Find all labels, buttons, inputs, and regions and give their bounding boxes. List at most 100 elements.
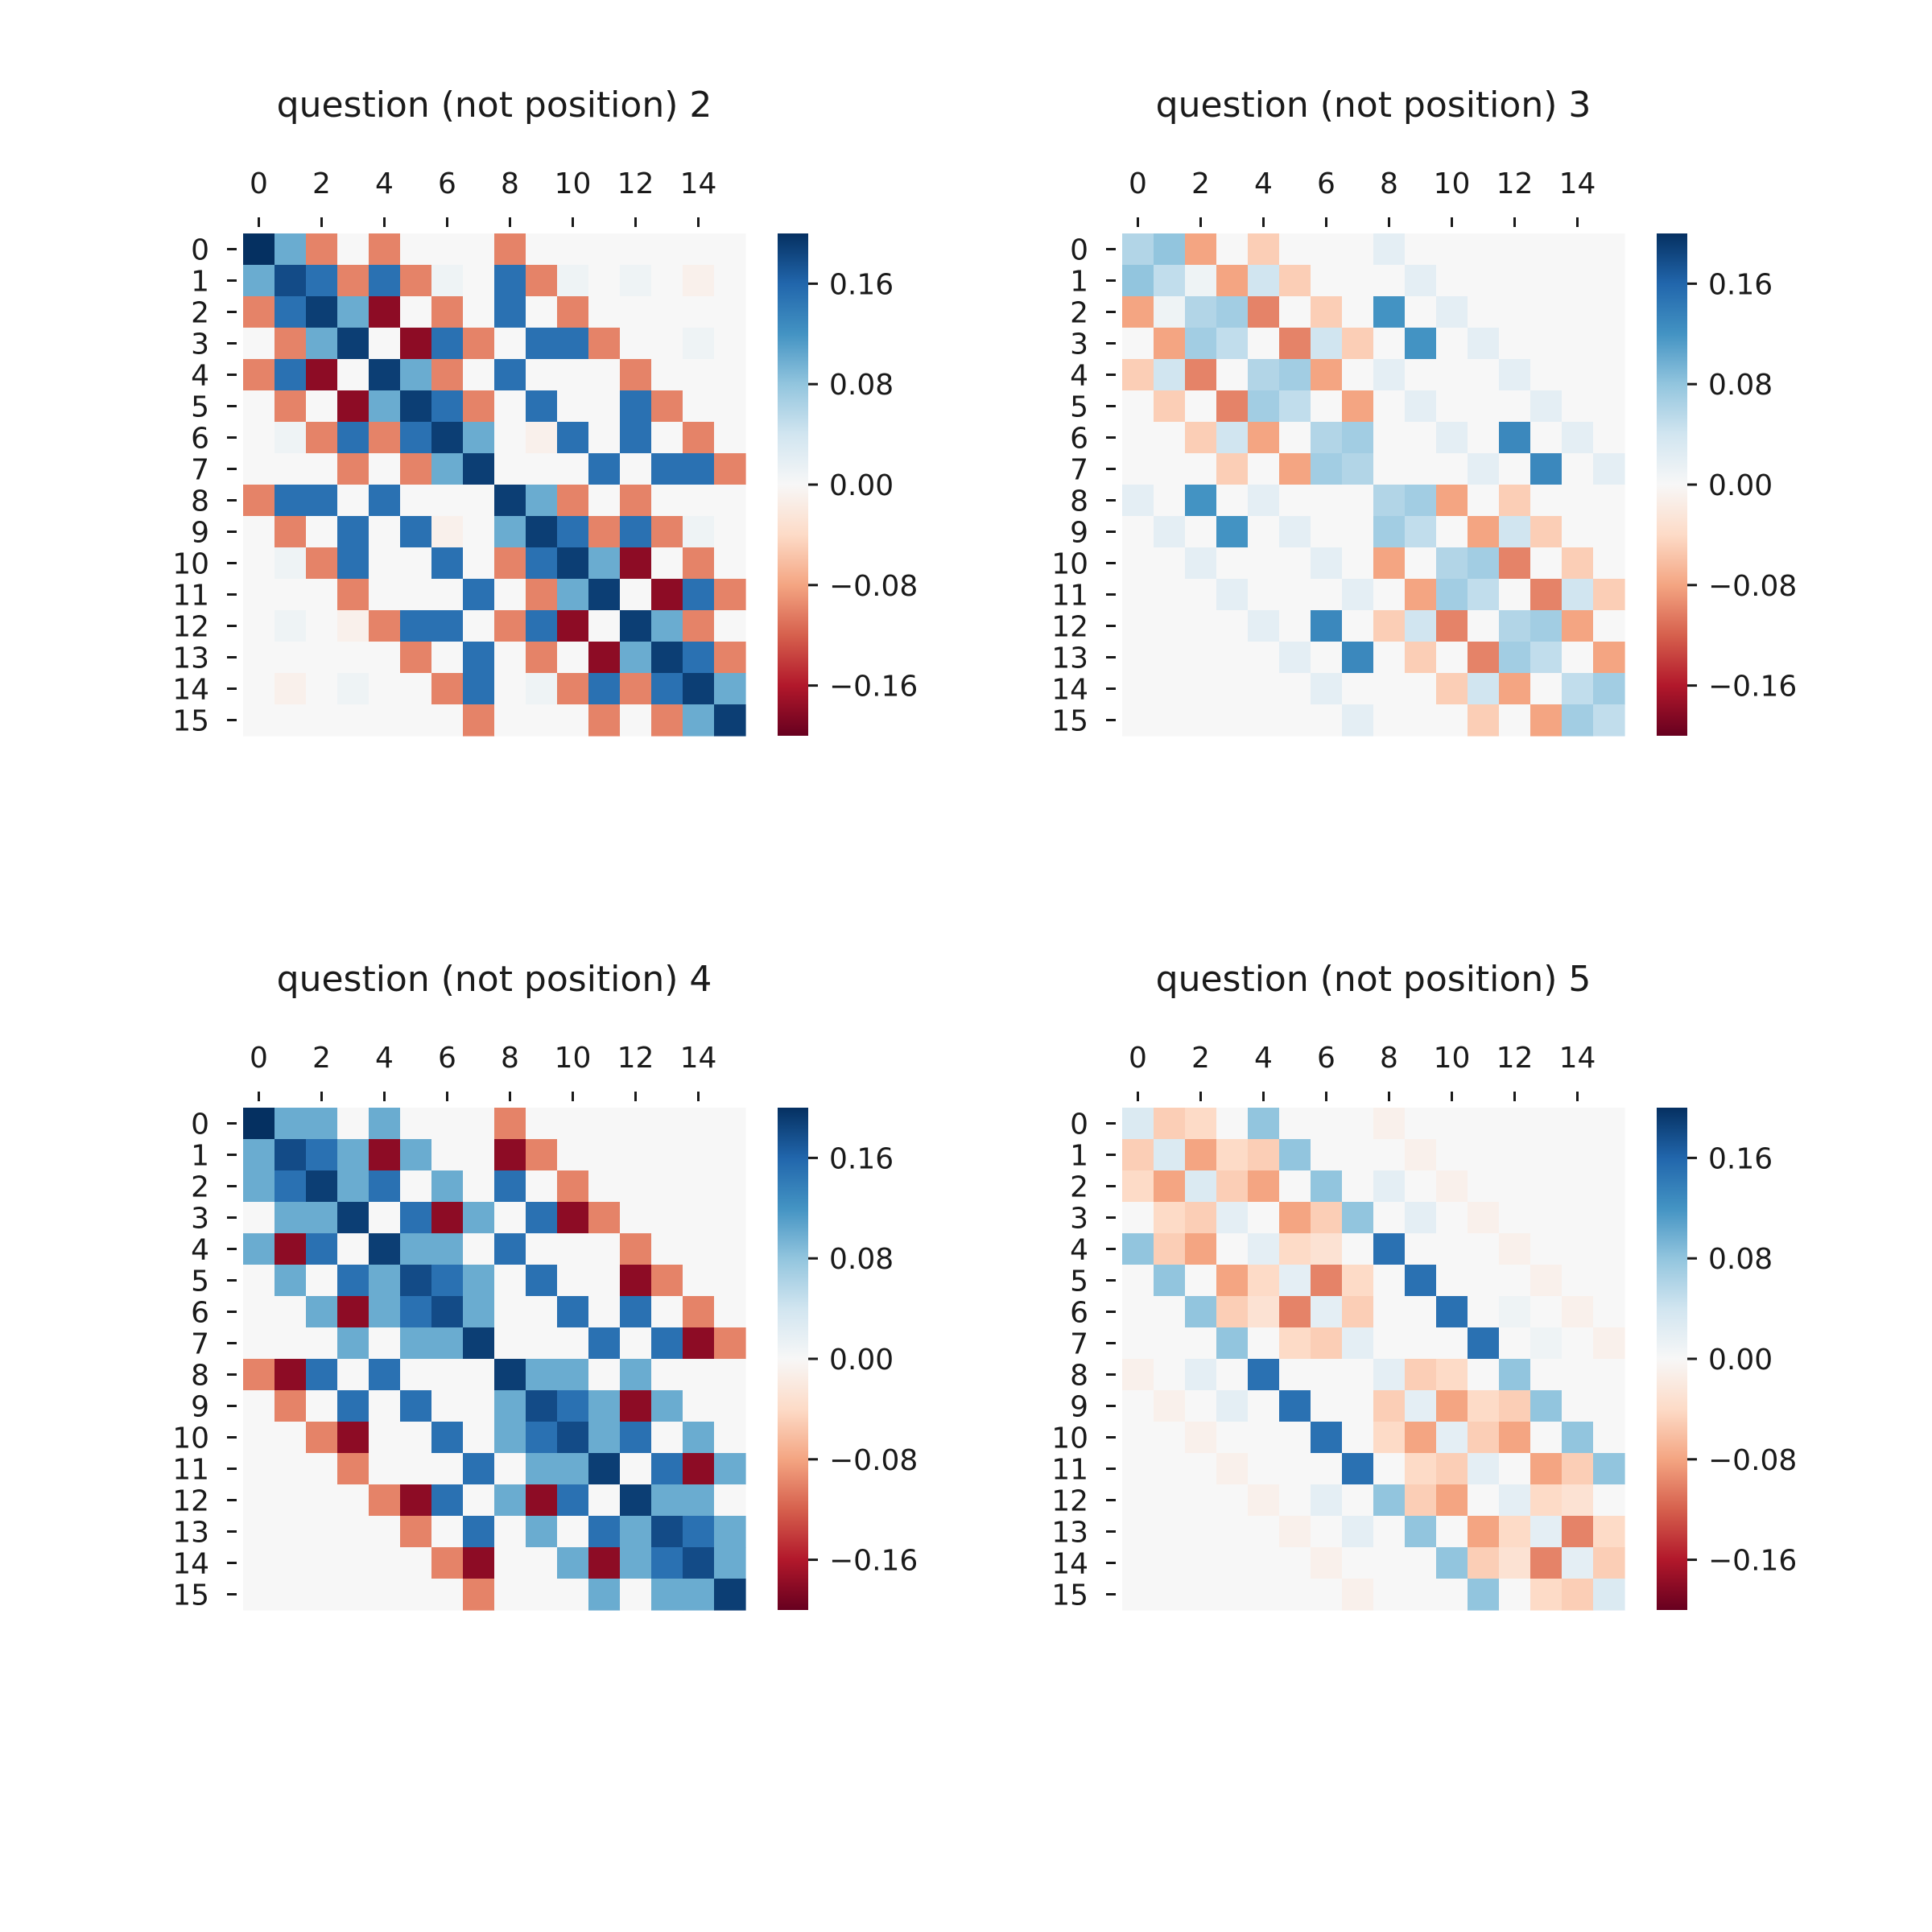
y-tick-label: 7 [191,454,209,487]
x-tick-label: 4 [1254,167,1273,200]
heatmap-cell-r8-c10 [557,1359,589,1391]
y-tick-label: 6 [191,423,209,456]
heatmap-cell-r15-c11 [588,704,621,737]
heatmap-cell-r1-c6 [1311,1139,1343,1171]
heatmap-cell-r8-c3 [1216,1359,1249,1391]
heatmap-cell-r11-c13 [1530,1453,1563,1485]
heatmap-cell-r10-c10 [557,1422,589,1454]
heatmap-cell-r10-c1 [1154,547,1186,580]
heatmap-cell-r8-c12 [620,485,652,517]
heatmap-cell-r15-c14 [1562,1579,1594,1611]
heatmap-cell-r6-c2 [1185,1296,1217,1328]
heatmap-cell-r15-c3 [1216,1579,1249,1611]
heatmap-cell-r2-c9 [1405,296,1437,328]
heatmap-cell-r14-c13 [1530,673,1563,705]
heatmap-cell-r8-c1 [275,485,307,517]
heatmap-cell-r5-c15 [714,390,746,423]
heatmap-cell-r7-c1 [275,1327,307,1360]
heatmap-cell-r11-c12 [1499,579,1531,611]
heatmap-cell-r12-c14 [683,1484,715,1517]
heatmap-cell-r9-c4 [1248,1390,1280,1422]
y-tick-label: 13 [172,1517,209,1550]
heatmap-cell-r10-c13 [651,547,683,580]
heatmap-cell-r8-c12 [1499,485,1531,517]
heatmap-cell-r8-c6 [431,1359,464,1391]
heatmap-cell-r5-c15 [714,1265,746,1297]
heatmap-cell-r8-c15 [1593,485,1625,517]
heatmap-cell-r7-c2 [306,453,338,485]
heatmap-cell-r1-c12 [620,1139,652,1171]
heatmap-cell-r13-c4 [1248,642,1280,674]
heatmap-cell-r1-c9 [526,1139,558,1171]
heatmap-cell-r4-c10 [1436,1233,1468,1265]
heatmap-cell-r15-c1 [275,1579,307,1611]
heatmap-cell-r3-c5 [1279,1202,1311,1234]
heatmap-cell-r9-c2 [1185,1390,1217,1422]
heatmap-cell-r4-c1 [275,1233,307,1265]
heatmap-cell-r1-c7 [463,1139,495,1171]
heatmap-cell-r11-c3 [1216,1453,1249,1485]
heatmap-cell-r2-c12 [1499,1170,1531,1203]
heatmap-cell-r4-c15 [714,1233,746,1265]
heatmap-cell-r10-c14 [1562,1422,1594,1454]
heatmap-cell-r15-c8 [1373,704,1406,737]
y-tick-label: 9 [1070,1391,1088,1424]
heatmap-cell-r8-c1 [1154,1359,1186,1391]
heatmap-cell-r9-c14 [683,1390,715,1422]
y-tick-label: 12 [1051,611,1088,644]
heatmap-cell-r14-c0 [243,673,275,705]
heatmap-cell-r7-c10 [1436,1327,1468,1360]
heatmap-cell-r9-c1 [275,516,307,548]
heatmap-cell-r15-c9 [1405,1579,1437,1611]
heatmap-cell-r2-c9 [526,296,558,328]
heatmap-cell-r12-c12 [1499,610,1531,642]
y-tick-label: 15 [172,1579,209,1612]
heatmap-cell-r9-c7 [1342,1390,1374,1422]
heatmap-cell-r12-c11 [588,610,621,642]
heatmap-cell-r6-c1 [275,1296,307,1328]
heatmap-cell-r6-c12 [1499,422,1531,454]
heatmap-cell-r6-c14 [683,1296,715,1328]
heatmap-cell-r3-c14 [1562,1202,1594,1234]
heatmap-cell-r11-c1 [275,579,307,611]
heatmap-cell-r5-c1 [275,1265,307,1297]
x-axis-ticks: 0 2 4 6 8 10 12 14 [250,1042,716,1101]
heatmap-cell-r14-c13 [651,1547,683,1579]
heatmap-cell-r10-c3 [337,1422,369,1454]
heatmap-cell-r5-c9 [1405,1265,1437,1297]
heatmap-cell-r14-c2 [306,673,338,705]
heatmap-cell-r9-c3 [337,1390,369,1422]
y-tick-label: 5 [1070,1265,1088,1298]
heatmap-cell-r11-c12 [620,1453,652,1485]
colorbar-tick-label: 0.00 [829,1344,894,1377]
x-tick-label: 2 [312,167,331,200]
heatmap-cell-r13-c9 [526,1516,558,1548]
heatmap-cell-r0-c9 [1405,1108,1437,1140]
heatmap-cell-r5-c4 [1248,390,1280,423]
colorbar-tick-label: 0.00 [1708,1344,1773,1377]
heatmap-cell-r4-c0 [1122,359,1154,391]
heatmap-cell-r8-c10 [557,485,589,517]
heatmap-cell-r5-c5 [1279,390,1311,423]
heatmap-cell-r5-c2 [1185,1265,1217,1297]
heatmap-cell-r11-c11 [1468,579,1500,611]
heatmap-cell-r14-c15 [714,673,746,705]
heatmap-cell-r8-c11 [588,485,621,517]
heatmap-cell-r12-c5 [400,1484,432,1517]
heatmap-cell-r1-c5 [400,1139,432,1171]
heatmap-cell-r5-c3 [1216,1265,1249,1297]
heatmap-cell-r3-c13 [1530,1202,1563,1234]
heatmap-cell-r10-c15 [714,1422,746,1454]
heatmap-cell-r3-c10 [1436,1202,1468,1234]
heatmap-cell-r8-c1 [275,1359,307,1391]
heatmap-cell-r1-c13 [1530,1139,1563,1171]
heatmap-cell-r7-c14 [683,453,715,485]
heatmap-cell-r1-c12 [1499,265,1531,297]
heatmap-cell-r3-c0 [243,328,275,360]
y-tick-label: 6 [1070,423,1088,456]
heatmap-cell-r8-c14 [1562,1359,1594,1391]
heatmap-cell-r9-c4 [1248,516,1280,548]
heatmap-cell-r9-c6 [431,516,464,548]
heatmap-cell-r4-c4 [369,1233,401,1265]
heatmap-cell-r0-c1 [1154,1108,1186,1140]
